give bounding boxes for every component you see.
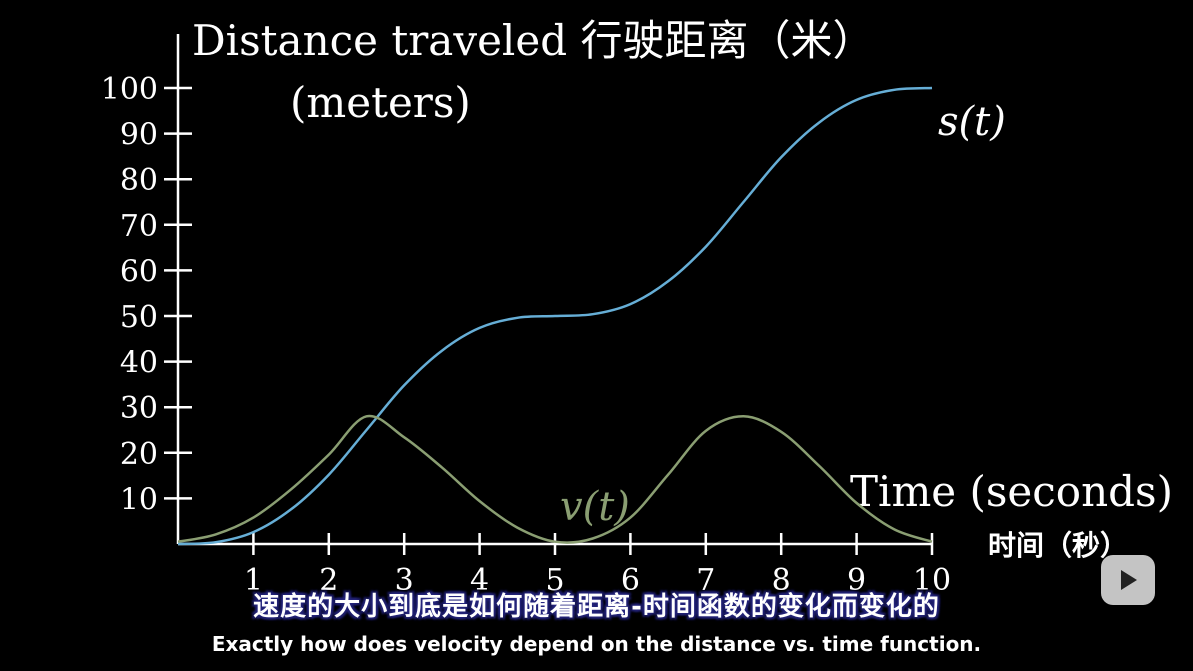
subtitle-chinese: 速度的大小到底是如何随着距离-时间函数的变化而变化的: [253, 592, 940, 622]
y-tick-label: 80: [120, 163, 158, 198]
y-axis-unit-label: (meters): [290, 78, 471, 127]
s-t-curve: [177, 86, 933, 546]
y-tick-label: 100: [101, 72, 158, 107]
x-tick-label: 2: [319, 563, 338, 598]
x-tick-label: 9: [847, 563, 866, 598]
s-t-label: s(t): [938, 99, 1006, 145]
y-tick-label: 50: [120, 300, 158, 335]
x-tick-label: 6: [621, 563, 640, 598]
play-icon: [1121, 570, 1137, 590]
y-tick-label: 60: [120, 254, 158, 289]
y-tick-label: 20: [120, 437, 158, 472]
x-tick-label: 3: [395, 563, 414, 598]
x-tick-label: 5: [545, 563, 564, 598]
y-tick-label: 70: [120, 209, 158, 244]
y-tick-label: 10: [120, 482, 158, 517]
x-axis-label: Time (seconds): [850, 467, 1173, 516]
axes: 1 2 3 4 5 6 7 8 9 10 10 20 30 40 50 60 70 80 90 100: [101, 34, 951, 598]
x-tick-label: 1: [244, 563, 263, 598]
y-tick-label: 30: [120, 391, 158, 426]
x-tick-label: 7: [696, 563, 715, 598]
x-tick-label: 4: [470, 563, 489, 598]
y-tick-label: 40: [120, 346, 158, 381]
x-tick-label: 8: [772, 563, 791, 598]
y-tick-label: 90: [120, 118, 158, 153]
x-tick-label: 10: [913, 563, 951, 598]
subtitle-english: Exactly how does velocity depend on the …: [211, 632, 982, 656]
v-t-curve: [177, 414, 933, 544]
v-t-label: v(t): [560, 484, 630, 530]
y-axis-label: Distance traveled 行驶距离（米）: [192, 16, 874, 65]
play-button[interactable]: [1101, 555, 1155, 605]
series-layer: [177, 86, 933, 546]
